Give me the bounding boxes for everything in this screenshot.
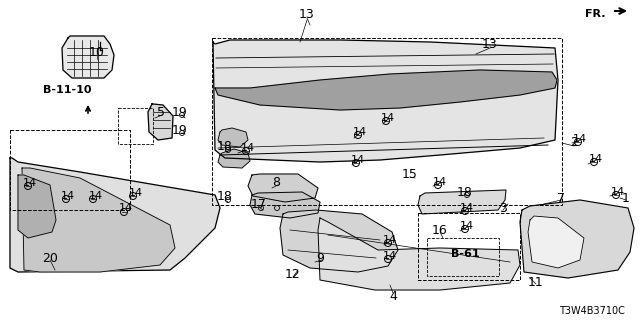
Bar [118,108,153,144]
Polygon shape [148,104,173,140]
Text: 14: 14 [23,178,37,188]
Text: 18: 18 [217,140,233,154]
Text: FR.: FR. [584,9,605,19]
Bar [212,38,562,205]
Text: 14: 14 [381,113,395,123]
Polygon shape [520,200,634,278]
Text: 15: 15 [402,169,418,181]
Text: 9: 9 [316,252,324,265]
Polygon shape [218,128,248,147]
Polygon shape [280,210,398,272]
Text: 14: 14 [241,143,255,153]
Text: 14: 14 [353,127,367,137]
Text: 14: 14 [119,203,133,213]
Text: 14: 14 [129,188,143,198]
Polygon shape [22,168,175,272]
Text: T3W4B3710C: T3W4B3710C [559,306,625,316]
Text: 13: 13 [299,7,315,20]
Text: 3: 3 [499,202,507,214]
Polygon shape [250,192,320,218]
Text: 12: 12 [285,268,301,282]
Polygon shape [248,174,318,202]
Text: 14: 14 [383,235,397,245]
Text: 14: 14 [383,251,397,261]
Text: 14: 14 [61,191,75,201]
Polygon shape [418,190,506,214]
Text: 11: 11 [528,276,544,289]
Text: 19: 19 [172,106,188,118]
Polygon shape [62,36,114,78]
Text: 4: 4 [389,290,397,302]
Text: 14: 14 [351,155,365,165]
Polygon shape [215,70,557,110]
Text: 2: 2 [570,135,578,148]
Text: 14: 14 [589,154,603,164]
Text: 20: 20 [42,252,58,265]
Text: 10: 10 [89,45,105,59]
Text: 7: 7 [557,191,565,204]
Polygon shape [218,149,250,168]
Text: 13: 13 [482,37,498,51]
Text: 14: 14 [433,177,447,187]
Text: 17: 17 [251,198,267,212]
Polygon shape [318,218,520,290]
Polygon shape [10,158,220,272]
Text: 5: 5 [157,106,165,118]
Polygon shape [18,175,56,238]
Bar [418,213,520,280]
Bar [10,130,130,210]
Text: 14: 14 [89,191,103,201]
Text: 14: 14 [611,187,625,197]
Text: B-61: B-61 [451,249,479,259]
Text: 19: 19 [172,124,188,137]
Text: 14: 14 [460,221,474,231]
Text: 16: 16 [432,223,448,236]
Polygon shape [213,40,558,162]
Bar [427,238,499,276]
Polygon shape [528,216,584,268]
Text: 18: 18 [457,186,473,198]
Text: 8: 8 [272,177,280,189]
Text: 18: 18 [217,190,233,204]
Text: 1: 1 [622,191,630,204]
Text: 14: 14 [573,134,587,144]
Text: 14: 14 [460,203,474,213]
Text: B-11-10: B-11-10 [43,85,92,95]
